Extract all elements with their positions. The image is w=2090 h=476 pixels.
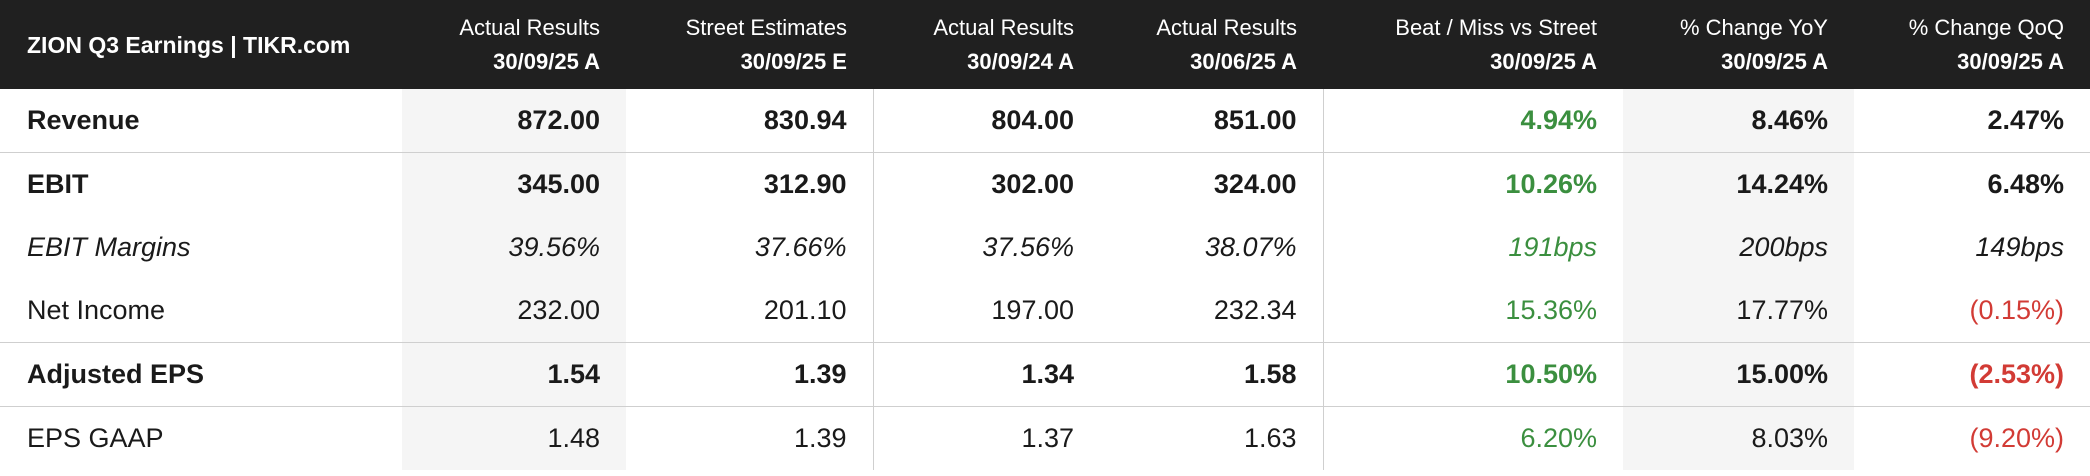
column-header-change-yoy: % Change YoY 30/09/25 A	[1623, 0, 1854, 89]
header-row: ZION Q3 Earnings | TIKR.com Actual Resul…	[0, 0, 2090, 89]
table-cell: 8.46%	[1623, 89, 1854, 153]
table-cell: 804.00	[872, 89, 1100, 153]
table-cell: 15.36%	[1322, 279, 1623, 343]
column-date: 30/09/25 E	[740, 48, 847, 74]
column-label: Street Estimates	[685, 14, 847, 40]
row-label: Adjusted EPS	[0, 342, 402, 407]
column-label: % Change QoQ	[1908, 14, 2064, 40]
column-header-beat-miss: Beat / Miss vs Street 30/09/25 A	[1323, 0, 1623, 89]
table-cell: 191bps	[1322, 216, 1623, 279]
column-date: 30/09/24 A	[967, 48, 1074, 74]
row-label: Revenue	[27, 105, 140, 135]
table-cell: 200bps	[1623, 216, 1854, 279]
column-label: Beat / Miss vs Street	[1395, 14, 1597, 40]
table-cell: 1.58	[1100, 342, 1323, 407]
table-cell: 197.00	[872, 279, 1100, 343]
table-cell: 37.66%	[754, 232, 847, 262]
table-cell: 17.77%	[1623, 279, 1854, 343]
table-cell: 8.03%	[1623, 406, 1854, 470]
table-cell: 1.63	[1100, 406, 1323, 470]
table-cell: (0.15%)	[1969, 295, 2064, 325]
table-cell: 2.47%	[1987, 105, 2064, 135]
table-title: ZION Q3 Earnings | TIKR.com	[27, 31, 351, 58]
table-cell: 1.37	[872, 406, 1100, 470]
column-header-actual-q2-25: Actual Results 30/06/25 A	[1100, 0, 1323, 89]
table-cell: 872.00	[402, 89, 626, 153]
row-label: Net Income	[27, 295, 166, 325]
table-cell: 312.90	[626, 152, 873, 216]
table-cell: 10.50%	[1322, 342, 1623, 407]
column-label: Actual Results	[933, 14, 1074, 40]
table-cell: 149bps	[1975, 232, 2064, 262]
table-cell: 1.48	[402, 406, 626, 470]
table-cell: 10.26%	[1322, 152, 1623, 216]
table-row-net-income: Net Income 232.00 201.10 197.00 232.34 1…	[0, 279, 2090, 343]
column-date: 30/09/25 A	[493, 48, 600, 74]
column-label: Actual Results	[1156, 14, 1297, 40]
table-cell: 851.00	[1213, 105, 1297, 135]
table-cell: 302.00	[872, 152, 1100, 216]
table-cell: 15.00%	[1623, 342, 1854, 407]
row-label: EPS GAAP	[0, 406, 402, 470]
column-date: 30/09/25 A	[1721, 48, 1828, 74]
table-cell: 345.00	[402, 152, 626, 216]
column-date: 30/09/25 A	[1490, 48, 1597, 74]
column-header-actual-q3-24: Actual Results 30/09/24 A	[873, 0, 1100, 89]
table-cell: 38.07%	[1204, 232, 1297, 262]
table-cell: 201.10	[763, 295, 847, 325]
table-cell: 324.00	[1100, 152, 1323, 216]
table-cell: 1.39	[626, 406, 873, 470]
table-row-adjusted-eps: Adjusted EPS 1.54 1.39 1.34 1.58 10.50% …	[0, 342, 2090, 407]
table-cell: 4.94%	[1322, 89, 1623, 153]
column-date: 30/06/25 A	[1190, 48, 1297, 74]
table-row-ebit: EBIT 345.00 312.90 302.00 324.00 10.26% …	[0, 152, 2090, 216]
column-header-street-estimates: Street Estimates 30/09/25 E	[626, 0, 873, 89]
table-cell: 1.54	[402, 342, 626, 407]
table-row-eps-gaap: EPS GAAP 1.48 1.39 1.37 1.63 6.20% 8.03%…	[0, 406, 2090, 470]
table-cell: 830.94	[763, 105, 847, 135]
column-label: Actual Results	[459, 14, 600, 40]
table-cell: 14.24%	[1623, 152, 1854, 216]
row-label: EBIT Margins	[27, 232, 191, 262]
table-cell: 6.48%	[1854, 152, 2090, 216]
table-cell: 1.34	[872, 342, 1100, 407]
table-cell: 232.00	[402, 279, 626, 343]
column-header-change-qoq: % Change QoQ 30/09/25 A	[1854, 0, 2090, 89]
table-cell: 1.39	[626, 342, 873, 407]
table-cell: 6.20%	[1322, 406, 1623, 470]
table-cell: 37.56%	[872, 216, 1100, 279]
column-date: 30/09/25 A	[1957, 48, 2064, 74]
table-cell: 232.34	[1213, 295, 1297, 325]
table-cell: 39.56%	[402, 216, 626, 279]
table-row-ebit-margins: EBIT Margins 39.56% 37.66% 37.56% 38.07%…	[0, 216, 2090, 279]
table-row-revenue: Revenue 872.00 830.94 804.00 851.00 4.94…	[0, 89, 2090, 153]
column-label: % Change YoY	[1679, 14, 1828, 40]
row-label: EBIT	[0, 152, 402, 216]
table-cell: (9.20%)	[1854, 406, 2090, 470]
table-cell: (2.53%)	[1854, 342, 2090, 407]
column-header-actual-q3-25: Actual Results 30/09/25 A	[402, 0, 626, 89]
